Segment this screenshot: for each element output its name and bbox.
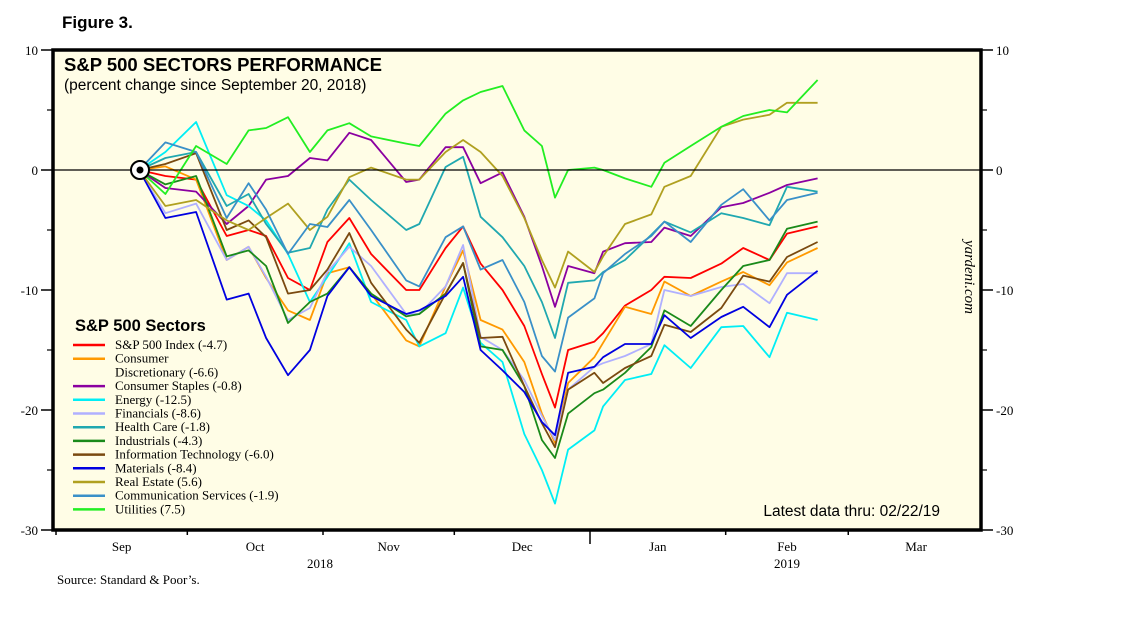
x-month-label: Feb (777, 539, 797, 554)
latest-data-note: Latest data thru: 02/22/19 (763, 503, 940, 520)
legend-label: Consumer Staples (-0.8) (115, 378, 242, 393)
series-line-materials (138, 169, 819, 437)
y-tick-label-right: -30 (996, 523, 1013, 538)
y-tick-label-right: -20 (996, 403, 1013, 418)
y-tick-label-left: -10 (21, 283, 38, 298)
chart-title: S&P 500 SECTORS PERFORMANCE (64, 54, 382, 75)
series-lines (138, 79, 819, 505)
series-line-energy (138, 121, 818, 505)
legend-label: Financials (-8.6) (115, 406, 201, 421)
y-tick-label-left: -20 (21, 403, 38, 418)
legend-label: Energy (-12.5) (115, 392, 191, 407)
series-line-health-care (138, 151, 818, 339)
legend-label: Communication Services (-1.9) (115, 488, 279, 503)
series-line-industrials (138, 169, 818, 459)
figure-label: Figure 3. (62, 13, 133, 32)
y-tick-label-left: -30 (21, 523, 38, 538)
legend-title: S&P 500 Sectors (75, 317, 206, 335)
legend-label: Discretionary (-6.6) (115, 364, 218, 379)
x-year-label: 2018 (307, 556, 333, 571)
start-marker (130, 160, 150, 180)
chart-subtitle: (percent change since September 20, 2018… (64, 77, 366, 94)
x-month-label: Jan (649, 539, 667, 554)
legend-label: Health Care (-1.8) (115, 419, 210, 434)
x-month-label: Dec (512, 539, 533, 554)
y-tick-label-left: 10 (25, 43, 38, 58)
watermark: yardeni.com (961, 238, 977, 314)
legend-label: Materials (-8.4) (115, 460, 197, 475)
series-line-consumer-staples (138, 131, 818, 308)
legend-label: Real Estate (5.6) (115, 474, 202, 489)
series-line-utilities (138, 79, 819, 199)
series-line-information-technology (138, 152, 818, 449)
legend-label: S&P 500 Index (-4.7) (115, 337, 227, 352)
x-month-label: Oct (246, 539, 265, 554)
y-tick-label-right: 0 (996, 163, 1003, 178)
legend-label: Information Technology (-6.0) (115, 447, 274, 462)
series-line-financials (138, 169, 818, 441)
x-month-label: Nov (377, 539, 400, 554)
x-month-label: Mar (905, 539, 927, 554)
y-tick-label-right: 10 (996, 43, 1009, 58)
y-tick-label-left: 0 (32, 163, 39, 178)
x-year-label: 2019 (774, 556, 800, 571)
legend-label: Industrials (-4.3) (115, 433, 202, 448)
y-tick-label-right: -10 (996, 283, 1013, 298)
x-month-label: Sep (112, 539, 132, 554)
legend-label: Consumer (115, 351, 169, 366)
plot-area (51, 48, 983, 532)
source-note: Source: Standard & Poor’s. (57, 572, 200, 587)
axes: 10 10 0 0 -10 -10 -20 -20 -30 -30 Sep Oct Nov Dec Jan F… (21, 43, 1014, 571)
series-line-communication-services (138, 141, 818, 373)
series-line-s-p-500-index (138, 169, 818, 409)
legend: S&P 500 Sectors S&P 500 Index (-4.7)Cons… (73, 317, 279, 516)
legend-label: Utilities (7.5) (115, 501, 185, 516)
